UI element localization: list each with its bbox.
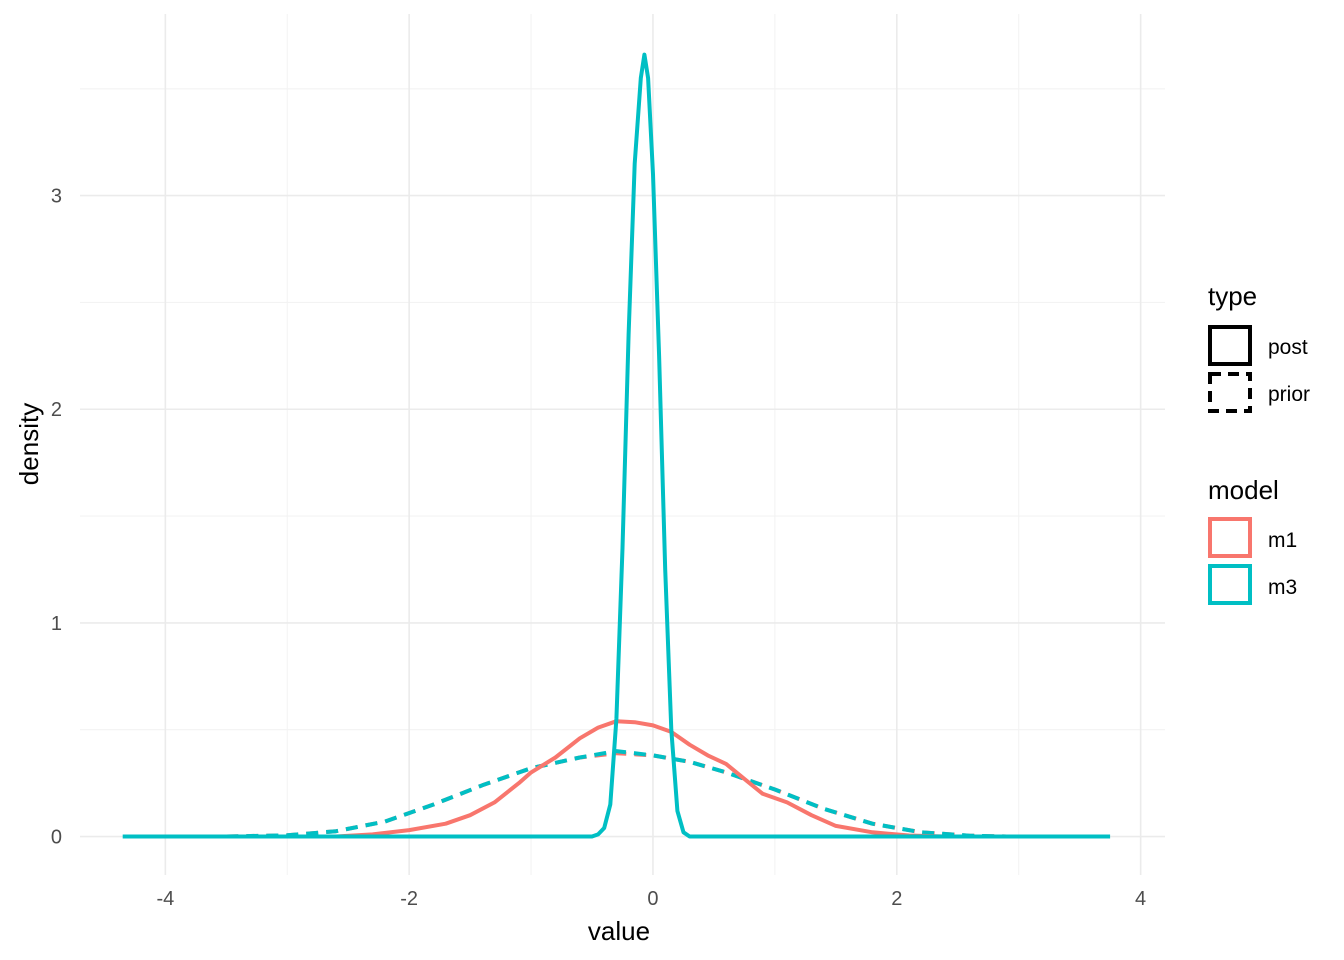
legend-key-prior [1208, 372, 1252, 413]
minor-gridlines [80, 14, 1165, 875]
legend-label-prior: prior [1268, 383, 1310, 406]
legend-key-m1 [1208, 517, 1252, 558]
series-line-m1-prior [226, 751, 1007, 839]
y-tick-label: 3 [51, 186, 62, 208]
legend-label-m1: m1 [1268, 529, 1297, 552]
y-tick-label: 2 [51, 399, 62, 421]
x-tick-label: 4 [1135, 888, 1146, 910]
y-axis-title: density [14, 403, 44, 485]
x-tick-label: -2 [400, 888, 418, 910]
series-line-m1-post [335, 719, 946, 839]
y-tick-label: 0 [51, 827, 62, 849]
x-axis-title: value [588, 916, 650, 946]
x-tick-label: 0 [647, 888, 658, 910]
legend-label-post: post [1268, 336, 1308, 359]
x-tick-label: -4 [156, 888, 174, 910]
legend-label-m3: m3 [1268, 576, 1297, 599]
series-line-m3-prior [226, 749, 1007, 839]
x-tick-label: 2 [891, 888, 902, 910]
y-tick-label: 1 [51, 613, 62, 635]
legend-title-model: model [1208, 475, 1279, 505]
legend-title-type: type [1208, 281, 1257, 311]
legend: type post prior model m1 m3 [1208, 281, 1310, 605]
major-gridlines [80, 14, 1165, 875]
x-tick-labels: -4 -2 0 2 4 [156, 888, 1146, 910]
legend-key-m3 [1208, 564, 1252, 605]
y-tick-labels: 0 1 2 3 [51, 186, 62, 849]
series-line-m3-post [122, 52, 1111, 839]
series-layer [122, 52, 1111, 839]
legend-key-post [1208, 325, 1252, 366]
